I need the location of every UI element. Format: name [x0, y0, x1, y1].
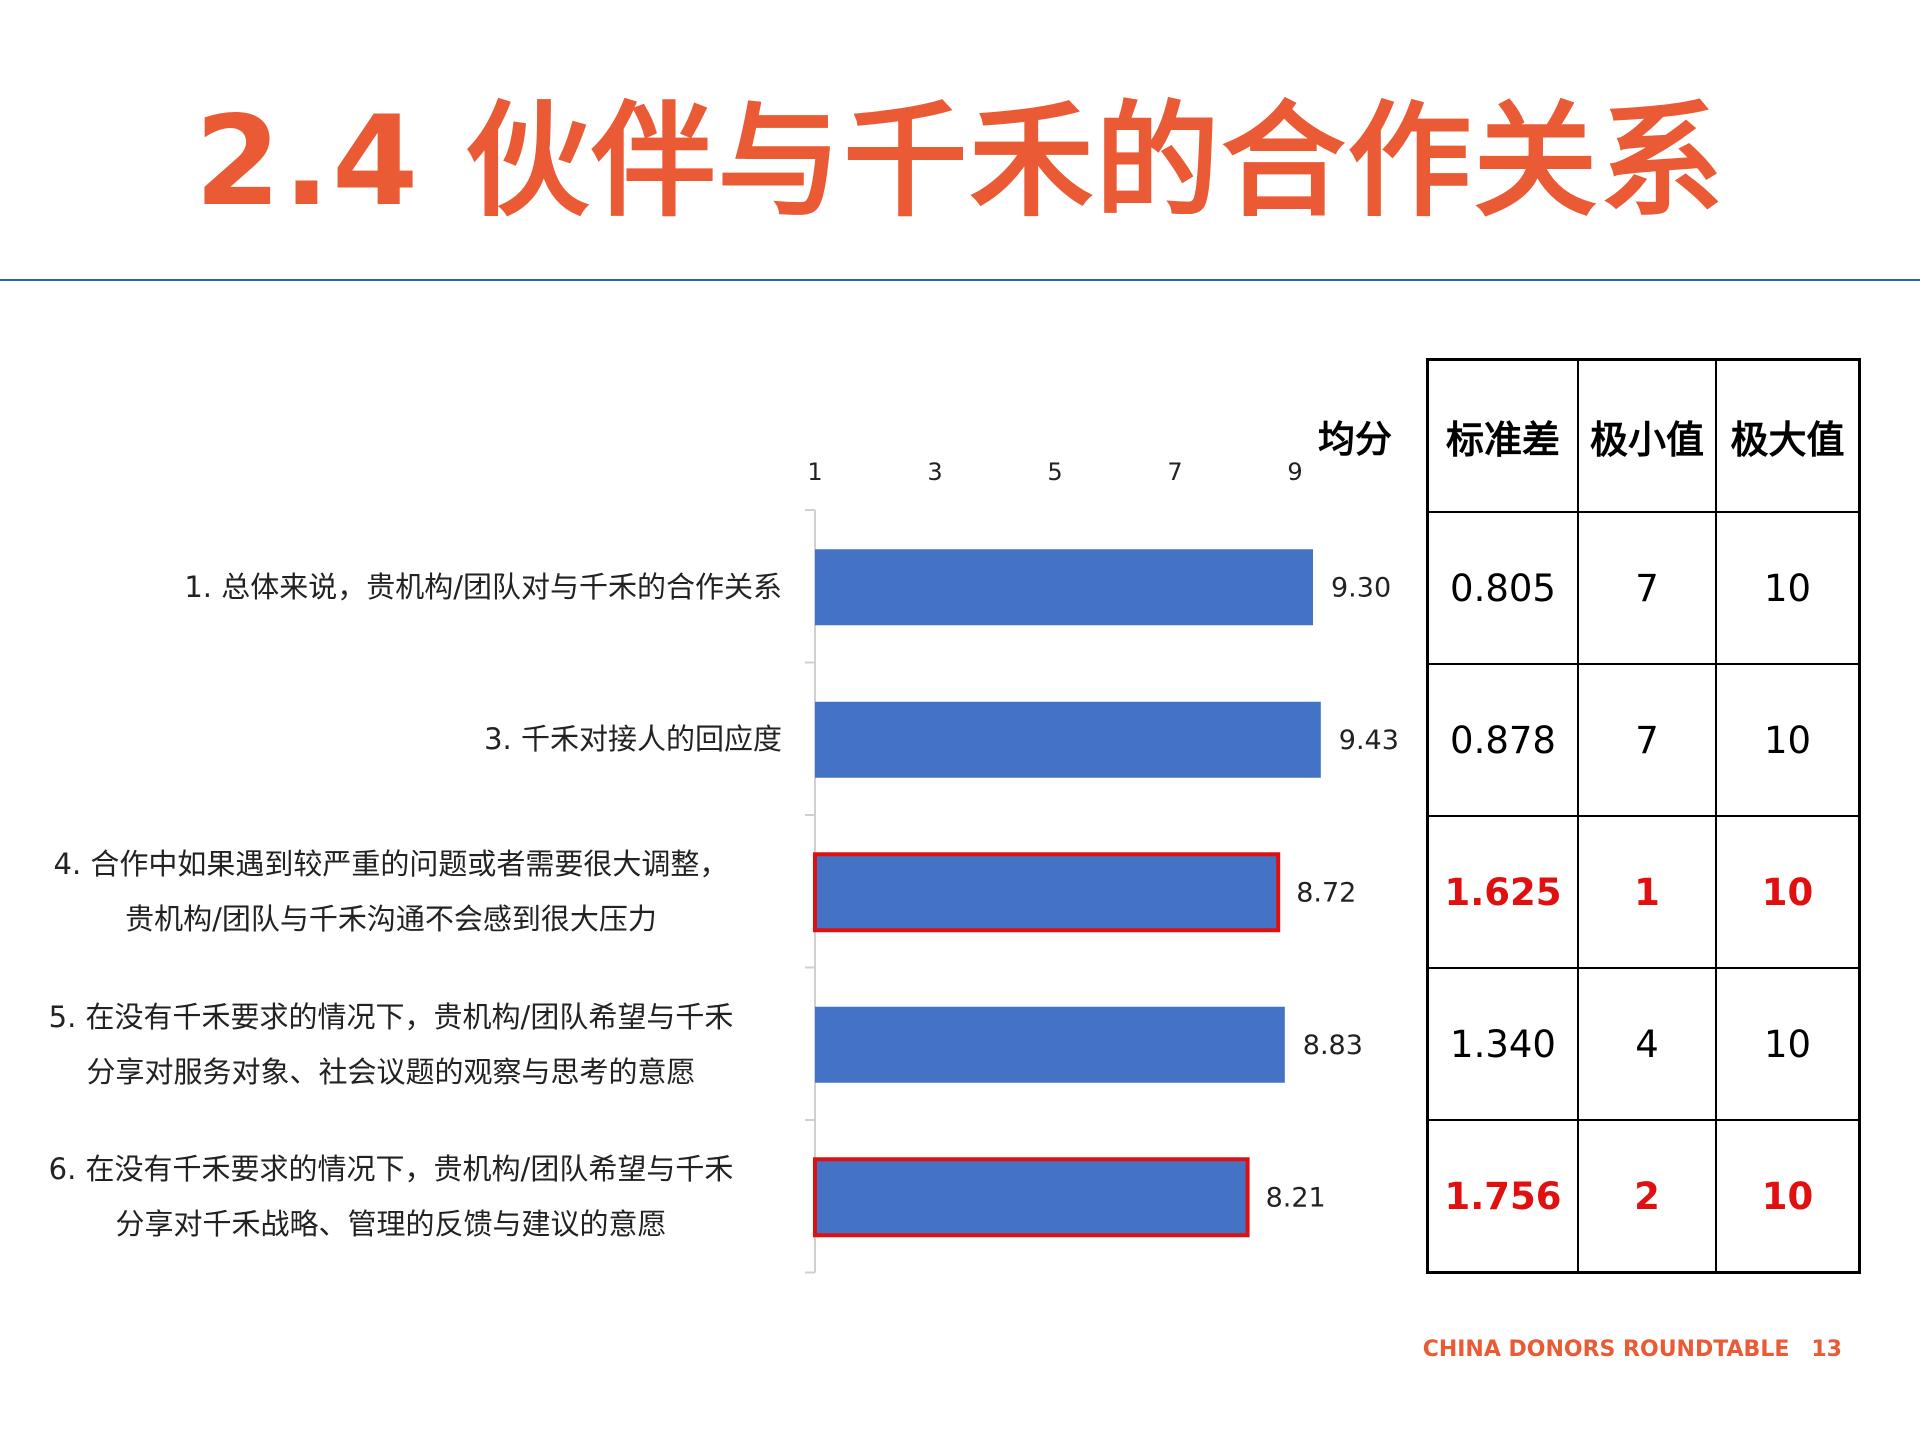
- x-tick-label: 9: [1287, 458, 1302, 486]
- category-label-line: 贵机构/团队与千禾沟通不会感到很大压力: [125, 902, 657, 937]
- max-cell: 10: [1715, 511, 1861, 665]
- header-max: 极大值: [1715, 358, 1861, 513]
- category-label-line: 6. 在没有千禾要求的情况下，贵机构/团队希望与千禾: [48, 1152, 734, 1187]
- category-label-line: 5. 在没有千禾要求的情况下，贵机构/团队希望与千禾: [48, 999, 734, 1034]
- bar: [815, 701, 1321, 778]
- stats-row: 1.756 2 10: [1426, 1119, 1861, 1274]
- bar-chart: 1 3 5 7 9 均分 9.30 9.43 8.72 8.83 8.21: [805, 418, 1399, 1274]
- category-label: 6. 在没有千禾要求的情况下，贵机构/团队希望与千禾 分享对千禾战略、管理的反馈与…: [0, 1142, 782, 1252]
- category-label-line: 3. 千禾对接人的回应度: [484, 722, 782, 757]
- header-std: 标准差: [1426, 358, 1579, 513]
- bar: [813, 852, 1281, 933]
- max-cell: 10: [1715, 815, 1861, 969]
- max-cell: 10: [1715, 663, 1861, 817]
- std-cell: 1.625: [1426, 815, 1579, 969]
- header-min: 极小值: [1577, 358, 1717, 513]
- bar: [813, 1157, 1250, 1238]
- page-title: 2.4 伙伴与千禾的合作关系: [194, 90, 1726, 234]
- min-cell: 2: [1577, 1119, 1717, 1274]
- stats-header-row: 标准差 极小值 极大值: [1426, 358, 1861, 513]
- stats-row: 1.340 4 10: [1426, 967, 1861, 1121]
- min-cell: 4: [1577, 967, 1717, 1121]
- min-cell: 7: [1577, 663, 1717, 817]
- stats-row: 1.625 1 10: [1426, 815, 1861, 969]
- category-label-line: 1. 总体来说，贵机构/团队对与千禾的合作关系: [184, 569, 782, 604]
- category-label: 5. 在没有千禾要求的情况下，贵机构/团队希望与千禾 分享对服务对象、社会议题的观…: [0, 990, 782, 1100]
- min-cell: 7: [1577, 511, 1717, 665]
- category-label: 3. 千禾对接人的回应度: [0, 712, 782, 767]
- title-divider: [0, 279, 1920, 281]
- bar-value-label: 8.72: [1296, 877, 1356, 908]
- min-cell: 1: [1577, 815, 1717, 969]
- bar-value-label: 8.83: [1303, 1030, 1363, 1061]
- max-cell: 10: [1715, 1119, 1861, 1274]
- category-label-line: 4. 合作中如果遇到较严重的问题或者需要很大调整，: [53, 847, 729, 882]
- category-label: 4. 合作中如果遇到较严重的问题或者需要很大调整， 贵机构/团队与千禾沟通不会感到…: [0, 837, 782, 947]
- std-cell: 0.805: [1426, 511, 1579, 665]
- bar: [815, 1006, 1285, 1083]
- category-label-line: 分享对服务对象、社会议题的观察与思考的意愿: [86, 1054, 696, 1089]
- footer: CHINA DONORS ROUNDTABLE 13: [1423, 1337, 1842, 1362]
- std-cell: 0.878: [1426, 663, 1579, 817]
- page-number: 13: [1811, 1337, 1842, 1362]
- std-cell: 1.340: [1426, 967, 1579, 1121]
- x-tick-label: 7: [1167, 458, 1182, 486]
- category-label-line: 分享对千禾战略、管理的反馈与建议的意愿: [115, 1207, 667, 1242]
- bar-value-label: 8.21: [1266, 1182, 1326, 1213]
- stats-row: 0.878 7 10: [1426, 663, 1861, 817]
- stats-row: 0.805 7 10: [1426, 511, 1861, 665]
- std-cell: 1.756: [1426, 1119, 1579, 1274]
- x-tick-label: 5: [1047, 458, 1062, 486]
- max-cell: 10: [1715, 967, 1861, 1121]
- value-header: 均分: [1318, 418, 1392, 461]
- stats-table: 标准差 极小值 极大值 0.805 7 10 0.878 7 10 1.625 …: [1426, 358, 1861, 1274]
- x-tick-label: 3: [927, 458, 942, 486]
- bar-value-label: 9.43: [1339, 725, 1399, 756]
- category-label: 1. 总体来说，贵机构/团队对与千禾的合作关系: [0, 560, 782, 615]
- footer-org: CHINA DONORS ROUNDTABLE: [1422, 1337, 1790, 1362]
- x-tick-label: 1: [807, 458, 822, 486]
- bar: [815, 549, 1313, 626]
- bar-value-label: 9.30: [1331, 572, 1391, 603]
